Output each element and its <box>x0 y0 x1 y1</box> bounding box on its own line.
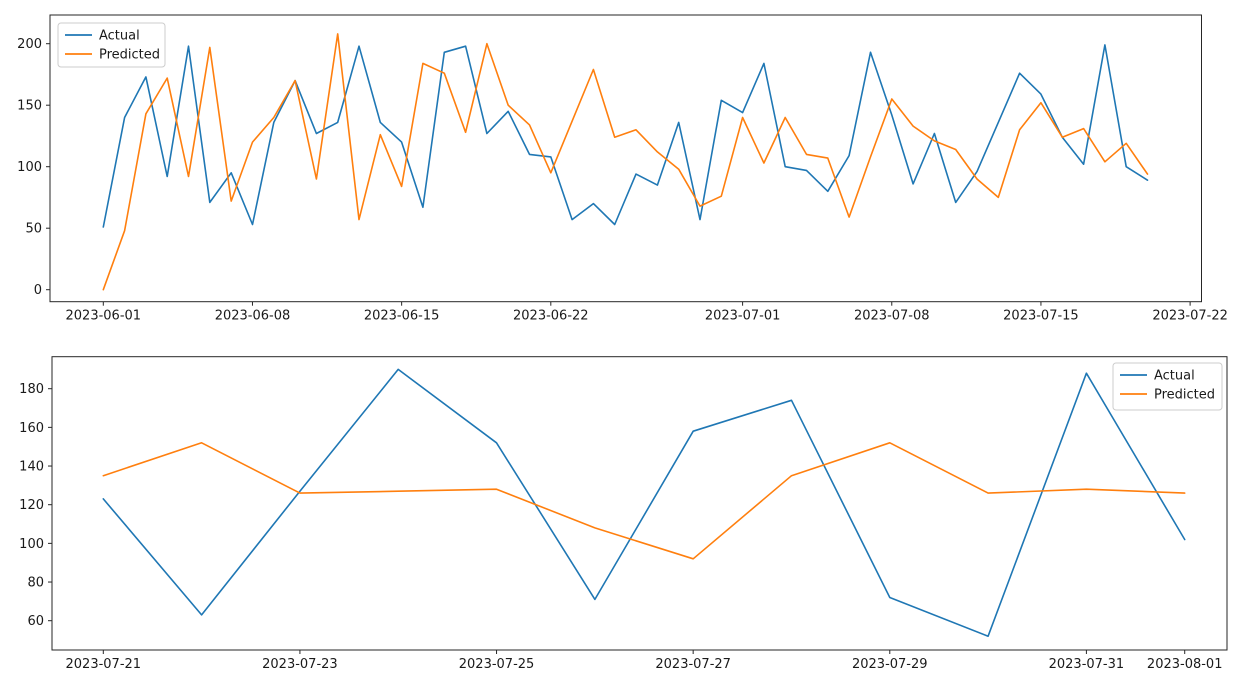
y-tick-label: 60 <box>27 614 44 629</box>
recent-actual-vs-predicted-chart: 60 80 100 120 140 160 180 2023-07-21 2023-07-23 2… <box>19 356 1228 672</box>
x-tick-label: 2023-07-29 <box>852 657 928 672</box>
x-tick-label: 2023-07-21 <box>66 657 142 672</box>
x-tick-label: 2023-07-31 <box>1049 657 1125 672</box>
y-tick-label: 150 <box>17 99 42 114</box>
legend-label-predicted: Predicted <box>1154 388 1215 403</box>
y-tick-label: 50 <box>25 222 42 237</box>
legend: Actual Predicted <box>57 22 166 68</box>
x-tick-label: 2023-06-22 <box>513 309 589 324</box>
x-tick-label: 2023-07-01 <box>705 309 781 324</box>
legend-box <box>57 22 166 68</box>
predicted-line <box>102 441 1186 560</box>
legend-label-actual: Actual <box>99 29 140 44</box>
y-tick-label: 0 <box>34 283 42 298</box>
plot-area <box>51 356 1228 651</box>
x-tick-label: 2023-07-25 <box>459 657 535 672</box>
x-tick-label: 2023-08-01 <box>1147 657 1223 672</box>
y-tick-label: 180 <box>19 382 44 397</box>
x-tick-label: 2023-07-08 <box>854 309 930 324</box>
y-tick-label: 200 <box>17 37 42 52</box>
y-tick-label: 160 <box>19 421 44 436</box>
actual-line <box>102 368 1186 638</box>
x-tick-label: 2023-06-08 <box>215 309 291 324</box>
actual-line <box>102 44 1149 228</box>
plot-area <box>49 14 1202 303</box>
predicted-line <box>102 33 1149 291</box>
x-tick-label: 2023-07-22 <box>1152 309 1228 324</box>
legend-label-actual: Actual <box>1154 369 1195 384</box>
legend-label-predicted: Predicted <box>99 48 160 63</box>
legend: Actual Predicted <box>1112 362 1223 411</box>
x-tick-label: 2023-06-01 <box>66 309 142 324</box>
y-tick-label: 100 <box>19 537 44 552</box>
x-tick-label: 2023-07-27 <box>655 657 731 672</box>
daily-actual-vs-predicted-chart: 0 50 100 150 200 2023-06-01 2023-06-08 2023-06-… <box>17 14 1228 324</box>
x-tick-label: 2023-07-15 <box>1003 309 1079 324</box>
x-tick-label: 2023-06-15 <box>364 309 440 324</box>
y-tick-label: 120 <box>19 498 44 513</box>
y-tick-label: 100 <box>17 160 42 175</box>
y-tick-label: 140 <box>19 460 44 475</box>
x-tick-label: 2023-07-23 <box>262 657 338 672</box>
y-tick-label: 80 <box>27 576 44 591</box>
